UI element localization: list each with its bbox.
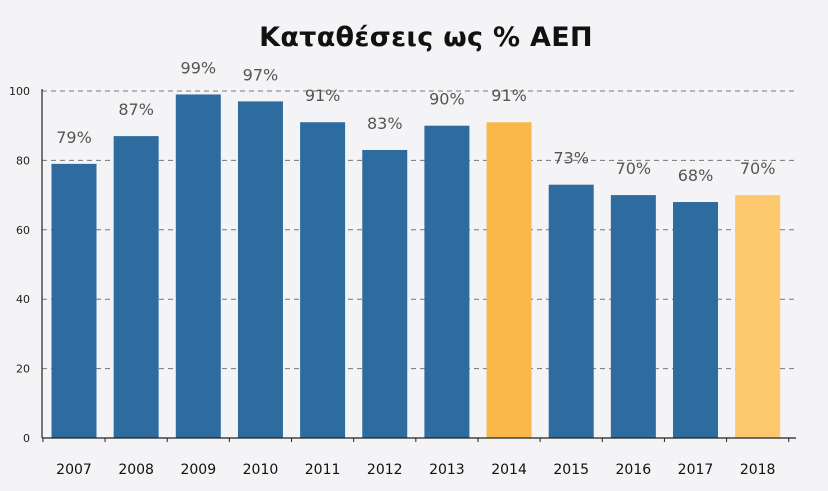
x-tick-label: 2017 (678, 462, 714, 478)
bar (362, 149, 408, 439)
x-tick-label: 2014 (491, 462, 527, 478)
bar (673, 202, 718, 438)
y-tick-label: 60 (16, 224, 30, 237)
x-tick-label: 2018 (740, 462, 776, 478)
data-label: 68% (678, 166, 714, 185)
y-tick-label: 0 (23, 432, 30, 445)
data-label: 83% (367, 114, 403, 133)
bar (51, 163, 97, 438)
data-label: 99% (181, 58, 217, 77)
bar (175, 94, 221, 438)
bar (610, 195, 656, 438)
x-tick-label: 2008 (118, 462, 154, 478)
bar (735, 195, 781, 438)
x-tick-label: 2007 (56, 462, 92, 478)
data-label: 70% (740, 159, 776, 178)
x-tick-label: 2011 (305, 462, 341, 478)
x-tick-label: 2009 (180, 462, 216, 478)
y-tick-label: 100 (9, 85, 30, 98)
bar (113, 136, 159, 439)
bar (486, 122, 532, 438)
bar (548, 184, 594, 438)
bar (424, 125, 470, 438)
chart-title: Καταθέσεις ως % ΑΕΠ (259, 22, 593, 53)
data-label: 91% (491, 86, 527, 105)
x-tick-label: 2015 (553, 462, 589, 478)
bar (300, 122, 346, 438)
data-label: 91% (305, 86, 341, 105)
y-tick-label: 80 (16, 154, 30, 167)
bar (237, 101, 283, 438)
y-tick-label: 20 (16, 363, 30, 376)
x-tick-label: 2010 (243, 462, 279, 478)
data-label: 90% (429, 90, 465, 109)
x-tick-label: 2016 (616, 462, 652, 478)
data-label: 73% (553, 149, 589, 168)
data-label: 97% (243, 65, 279, 84)
x-tick-label: 2013 (429, 462, 465, 478)
data-label: 79% (56, 128, 92, 147)
x-tick-label: 2012 (367, 462, 403, 478)
data-label: 70% (616, 159, 652, 178)
data-label: 87% (118, 100, 154, 119)
y-tick-label: 40 (16, 293, 30, 306)
